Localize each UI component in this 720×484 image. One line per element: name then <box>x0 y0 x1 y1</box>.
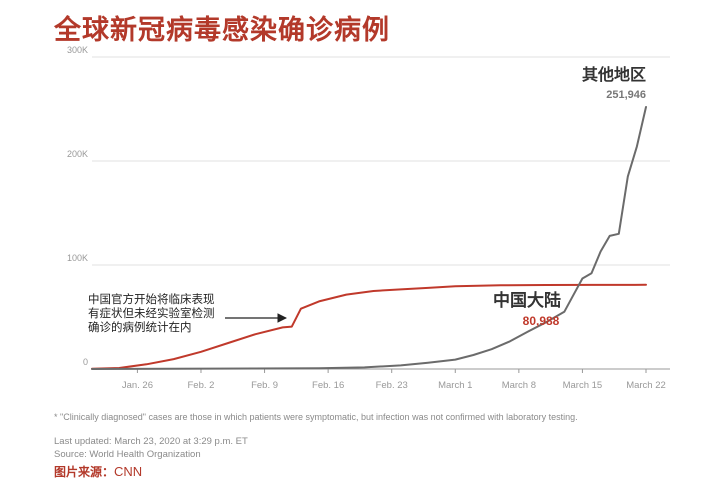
x-tick-label: March 15 <box>563 380 603 391</box>
x-tick-label: Feb. 2 <box>188 380 215 391</box>
x-tick-label: Feb. 23 <box>376 380 408 391</box>
series-name-label: 其他地区 <box>582 65 646 84</box>
y-tick-label: 0 <box>83 357 88 367</box>
source-note: Source: World Health Organization <box>54 449 201 460</box>
series-lines <box>91 106 647 370</box>
y-tick-label: 300K <box>67 45 88 55</box>
chart-title: 全球新冠病毒感染确诊病例 <box>54 15 390 46</box>
y-axis-ticks: 0 100K 200K 300K <box>67 45 88 367</box>
y-tick-label: 100K <box>67 253 88 263</box>
series-labels: 其他地区 251,946 中国大陆 80,988 <box>493 65 646 328</box>
image-credit: 图片来源：CNN <box>54 463 142 480</box>
x-axis-ticks: Jan. 26 Feb. 2 Feb. 9 Feb. 16 Feb. 23 March 1… <box>122 369 666 391</box>
last-updated: Last updated: March 23, 2020 at 3:29 p.m… <box>54 436 248 447</box>
annotation-line: 中国官方开始将临床表现 <box>88 292 215 306</box>
footnote: * "Clinically diagnosed" cases are those… <box>54 412 578 422</box>
credit-label: 图片来源： <box>54 465 115 479</box>
x-tick-label: March 8 <box>502 380 536 391</box>
x-tick-label: Feb. 9 <box>251 380 278 391</box>
x-tick-label: March 1 <box>438 380 472 391</box>
credit-name: CNN <box>114 464 143 479</box>
annotation-line: 有症状但未经实验室检测 <box>88 306 215 320</box>
x-tick-label: Feb. 16 <box>312 380 344 391</box>
series-name-label: 中国大陆 <box>493 290 561 311</box>
series-line-1 <box>91 106 647 370</box>
y-tick-label: 200K <box>67 149 88 159</box>
x-tick-label: March 22 <box>626 380 666 391</box>
series-end-value: 251,946 <box>606 89 646 101</box>
annotation-line: 确诊的病例统计在内 <box>88 320 192 334</box>
series-end-value: 80,988 <box>523 314 560 328</box>
series-line-0 <box>91 283 647 370</box>
x-tick-label: Jan. 26 <box>122 380 153 391</box>
